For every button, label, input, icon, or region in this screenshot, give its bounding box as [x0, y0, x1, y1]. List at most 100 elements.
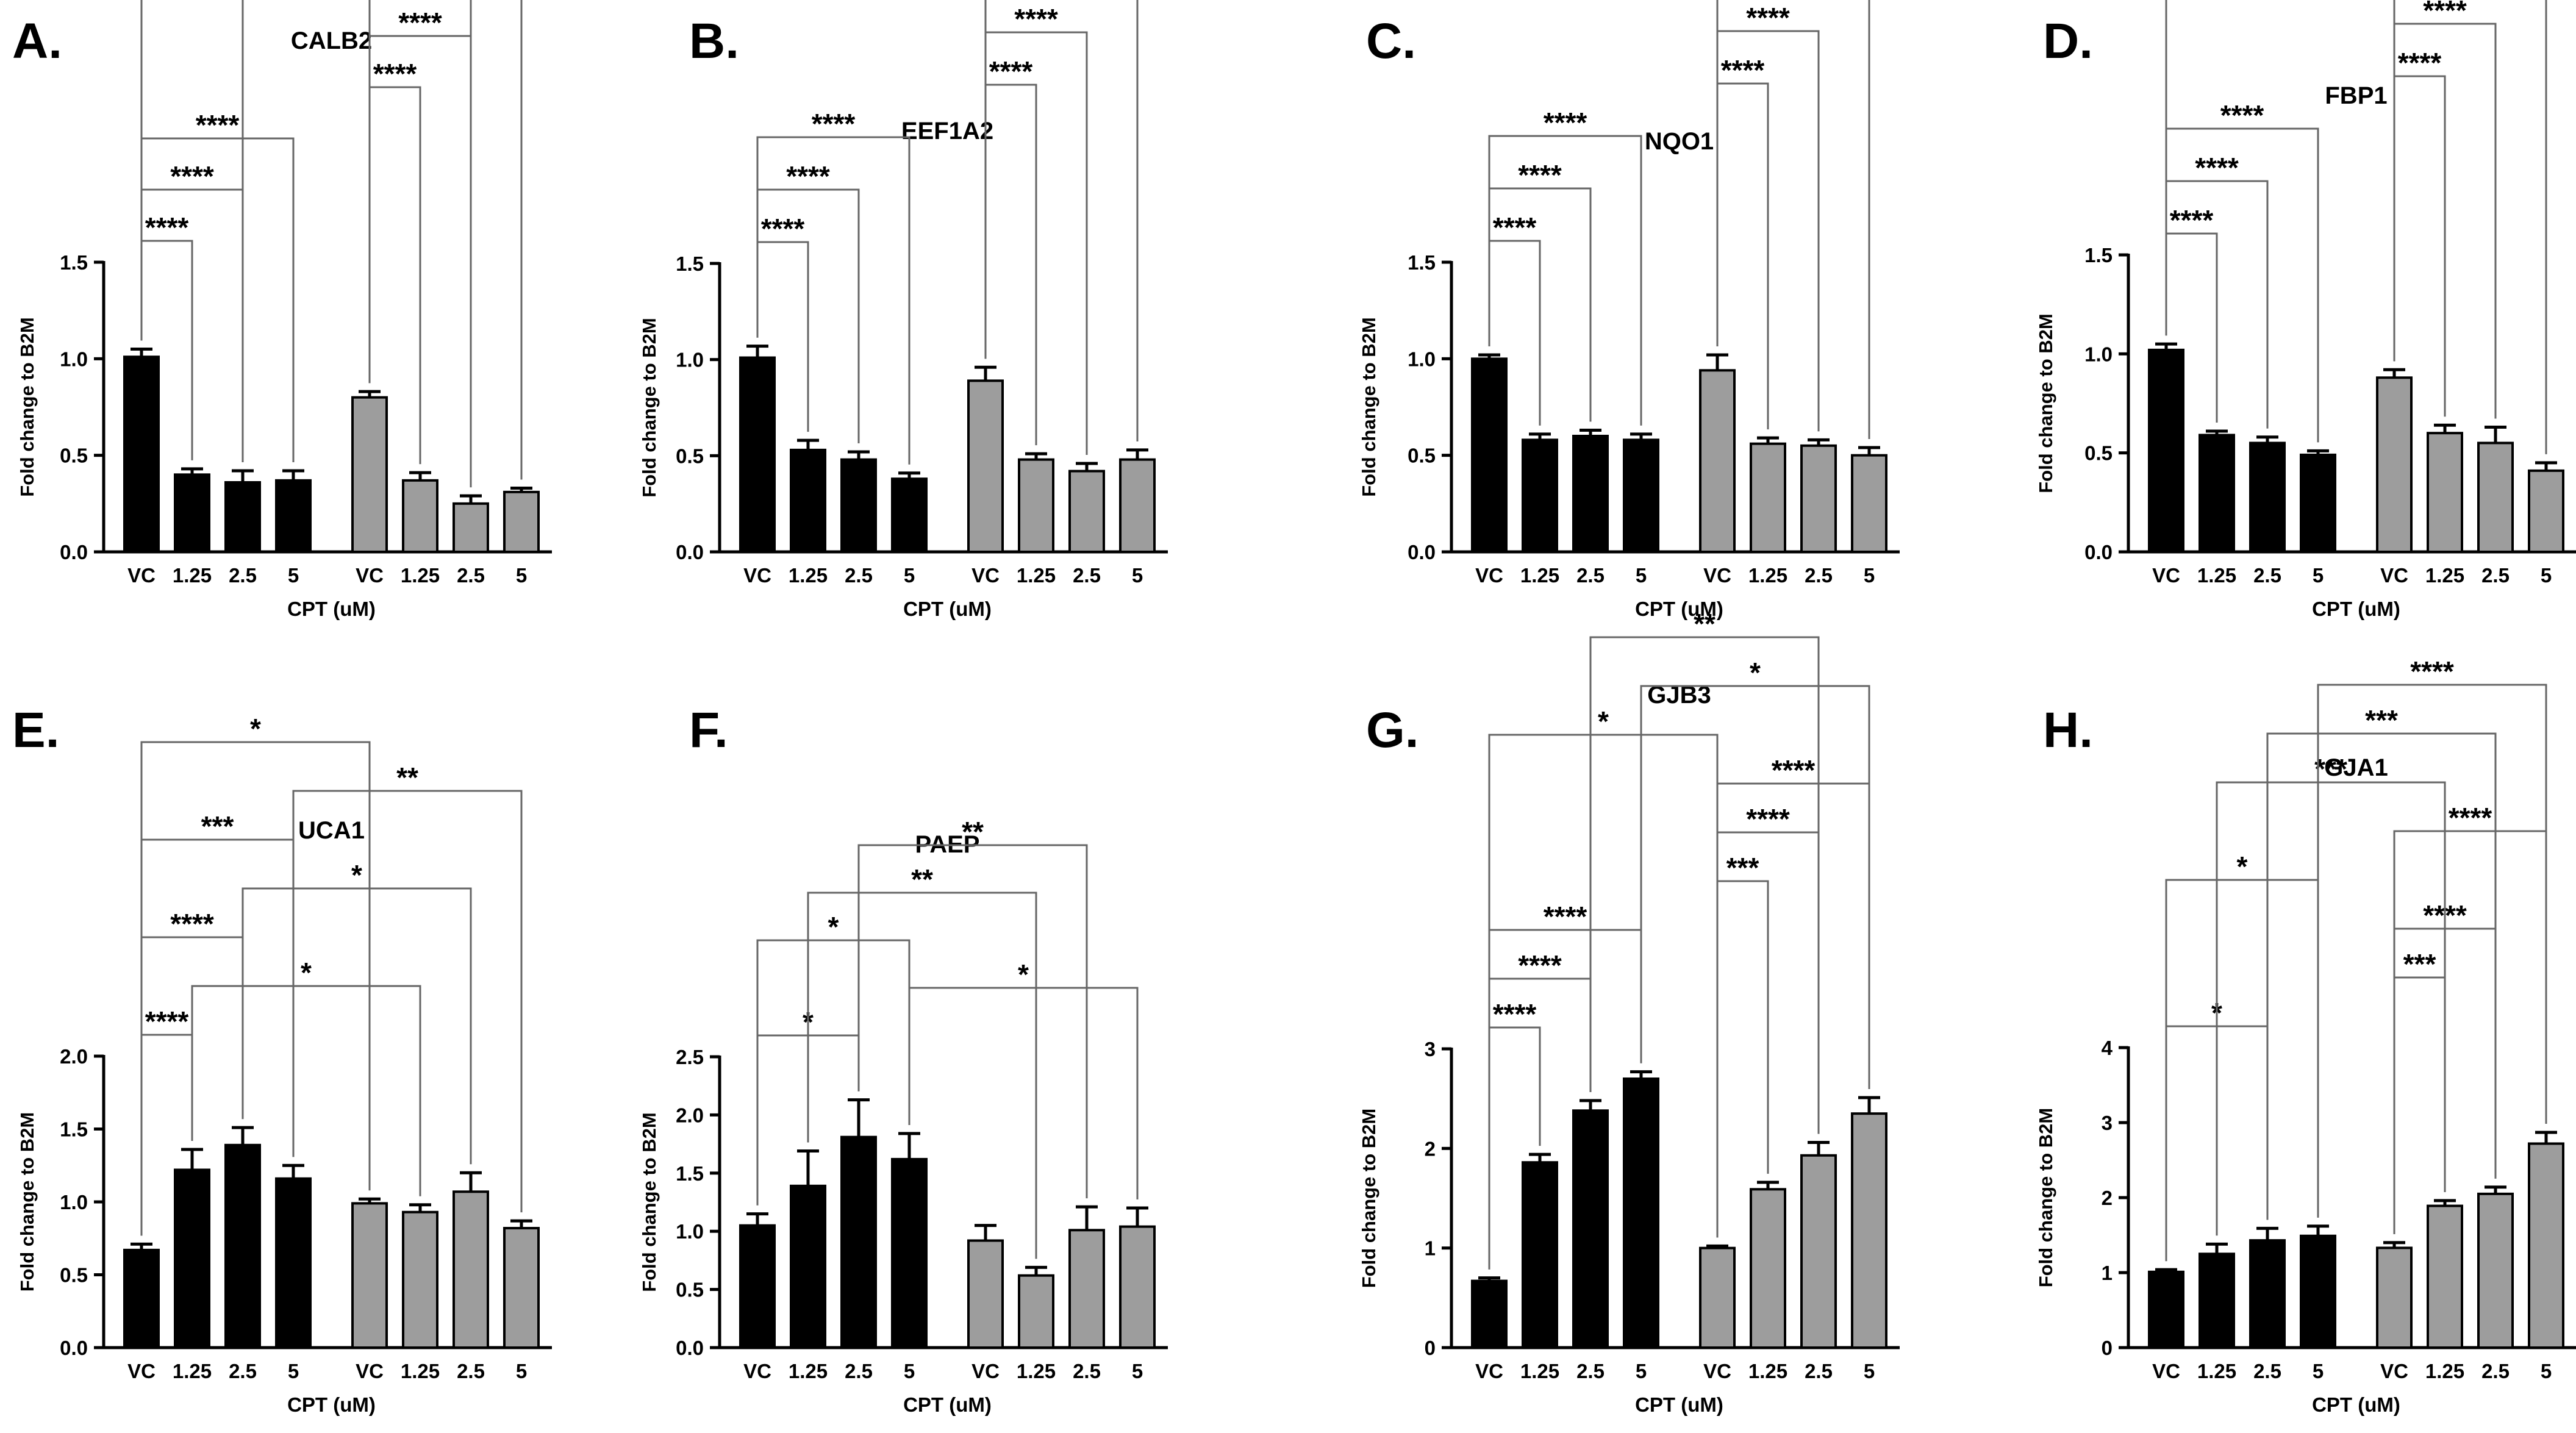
significance-label: ****: [2170, 204, 2214, 236]
x-tick-label: VC: [971, 1360, 1000, 1382]
x-tick-label: 5: [2541, 564, 2552, 587]
significance-bracket: [1716, 0, 1870, 439]
bar-group2: [503, 1227, 540, 1349]
significance-bracket: [1488, 929, 1642, 1270]
bar-group2: [1018, 1274, 1054, 1349]
significance-label: ***: [201, 810, 234, 842]
significance-label: *: [301, 957, 312, 988]
y-tick-label: 0.0: [676, 541, 704, 563]
significance-label: ****: [1518, 949, 1562, 981]
bar-group1: [1623, 438, 1659, 553]
y-tick-label: 1.0: [1408, 348, 1436, 370]
bar-group2: [1018, 458, 1054, 554]
bar-group2: [1068, 470, 1105, 553]
bar-group1: [2300, 1234, 2336, 1349]
significance-bracket: [2266, 732, 2497, 1220]
x-tick-label: 2.5: [1805, 1360, 1833, 1382]
bar-group2: [2376, 1246, 2413, 1349]
x-tick-label: 1.25: [2425, 1360, 2464, 1382]
bar-group2: [1119, 458, 1156, 554]
significance-label: **: [1694, 608, 1716, 640]
panel-letter: H.: [2043, 702, 2093, 758]
x-tick-label: 2.5: [1073, 564, 1101, 587]
bar-group2: [1699, 1246, 1736, 1349]
bar-group2: [1119, 1225, 1156, 1349]
bar-group2: [1699, 369, 1736, 553]
bar-group2: [351, 396, 388, 554]
significance-bracket: [2317, 684, 2547, 1218]
bar-group2: [2477, 1192, 2514, 1349]
x-tick-label: 2.5: [2253, 1360, 2281, 1382]
x-tick-label: 5: [516, 564, 527, 587]
bar-group1: [1572, 1109, 1609, 1349]
significance-bracket: [2165, 879, 2319, 1262]
significance-bracket: [140, 0, 371, 384]
bar-group2: [1851, 454, 1887, 554]
y-tick-label: 1.5: [1408, 251, 1436, 274]
bar-group1: [739, 1224, 776, 1349]
significance-bracket: [1716, 880, 1769, 1238]
significance-label: ****: [145, 212, 189, 243]
significance-label: ****: [1721, 54, 1765, 86]
significance-label: ****: [1544, 107, 1587, 138]
significance-bracket: [1640, 685, 1870, 1090]
significance-label: ****: [2423, 0, 2467, 26]
significance-label: ****: [2398, 47, 2442, 79]
bar-group1: [174, 1168, 210, 1349]
significance-label: ****: [1746, 803, 1790, 835]
bar-group1: [275, 479, 312, 553]
y-tick-label: 0.0: [676, 1337, 704, 1359]
bar-group2: [1851, 1112, 1887, 1349]
significance-label: ***: [2314, 753, 2347, 785]
bar-group2: [402, 1210, 438, 1349]
chart-title: GJA1: [2324, 754, 2388, 781]
significance-bracket: [140, 741, 371, 1236]
bar-group2: [2376, 376, 2413, 553]
y-tick-label: 0.0: [60, 541, 88, 563]
y-axis-label: Fold change to B2M: [639, 318, 660, 498]
significance-bracket: [2216, 781, 2446, 1236]
y-tick-label: 2.0: [676, 1104, 704, 1126]
bar-group2: [1800, 444, 1837, 553]
y-tick-label: 1.5: [676, 252, 704, 275]
chart-title: FBP1: [2325, 82, 2387, 109]
bar-group1: [891, 1157, 928, 1349]
bar-group1: [739, 356, 776, 553]
chart-title: UCA1: [298, 817, 365, 844]
significance-label: *: [1018, 959, 1029, 990]
bar-group1: [840, 1135, 877, 1349]
x-tick-label: 2.5: [1805, 564, 1833, 587]
significance-label: **: [911, 863, 933, 895]
panel-eef1a2: B. EEF1A2 0.0 0.5 1.0 1.5 Fold change to B2M VC…: [639, 0, 1168, 620]
bar-group1: [123, 356, 160, 554]
significance-bracket: [1589, 636, 1820, 1134]
significance-label: ***: [2403, 948, 2436, 980]
x-tick-label: 2.5: [1073, 1360, 1101, 1382]
bar-group1: [1471, 1279, 1508, 1349]
x-tick-label: 2.5: [457, 564, 485, 587]
bar-group1: [2199, 434, 2235, 553]
x-tick-label: 5: [2313, 564, 2324, 587]
significance-bracket: [807, 892, 1037, 1259]
significance-label: ****: [2195, 152, 2239, 184]
y-axis-label: Fold change to B2M: [16, 317, 38, 497]
bar-group1: [2199, 1253, 2235, 1349]
bar-group1: [891, 477, 928, 554]
x-tick-label: VC: [127, 1360, 156, 1382]
x-tick-label: VC: [1703, 1360, 1731, 1382]
x-tick-label: VC: [2152, 1360, 2180, 1382]
x-tick-label: 1.25: [2425, 564, 2464, 587]
panel-letter: F.: [689, 702, 728, 758]
y-tick-label: 1.0: [2084, 343, 2113, 365]
y-axis-label: Fold change to B2M: [639, 1112, 660, 1292]
significance-label: ****: [145, 1006, 189, 1037]
y-tick-label: 4: [2102, 1037, 2113, 1059]
y-tick-label: 0.0: [1408, 541, 1436, 563]
x-tick-label: VC: [356, 564, 384, 587]
panel-letter: G.: [1366, 702, 1419, 758]
significance-bracket: [1488, 135, 1642, 426]
x-tick-label: 5: [1132, 1360, 1143, 1382]
x-tick-label: VC: [2152, 564, 2180, 587]
significance-label: ****: [786, 160, 830, 192]
